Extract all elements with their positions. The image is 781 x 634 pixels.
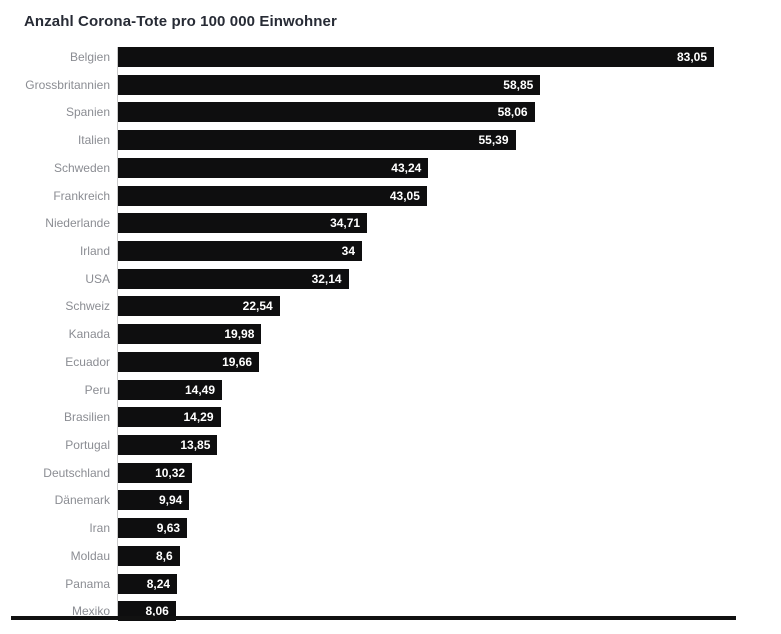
- bar-row: Peru 14,49: [0, 379, 781, 400]
- bar: 58,85: [118, 74, 541, 95]
- bar-row: Belgien 83,05: [0, 47, 781, 67]
- bar-value-label: 58,85: [503, 77, 534, 92]
- bar-value-label: 14,29: [183, 410, 214, 425]
- bar-value-label: 43,24: [391, 160, 422, 175]
- bar-value-label: 34: [341, 244, 355, 258]
- bar-row: Schweiz 22,54: [0, 296, 781, 317]
- y-axis-line: [117, 47, 118, 620]
- bar-value-label: 55,39: [478, 133, 509, 148]
- bar-value-label: 8,24: [146, 576, 171, 591]
- bar-value-label: 9,94: [158, 493, 183, 508]
- bar: 8,6: [118, 545, 180, 566]
- bar: 22,54: [118, 296, 280, 317]
- bar-row: Deutschland 10,32: [0, 462, 781, 483]
- bar: 83,05: [118, 47, 714, 67]
- bar-row: Spanien 58,06: [0, 102, 781, 123]
- category-label: Iran: [89, 521, 110, 536]
- category-label: Spanien: [65, 105, 110, 120]
- bar-value-label: 32,14: [311, 271, 342, 286]
- bar-value-label: 8,6: [156, 548, 173, 563]
- bar-row: Panama 8,24: [0, 573, 781, 594]
- bar-value-label: 22,54: [242, 299, 273, 314]
- category-label: Mexiko: [71, 604, 110, 619]
- bar: 55,39: [118, 130, 516, 151]
- bar-row: USA 32,14: [0, 268, 781, 289]
- bar-value-label: 43,05: [389, 188, 420, 203]
- bar-row: Iran 9,63: [0, 518, 781, 539]
- bar-value-label: 83,05: [676, 50, 707, 64]
- bar: 43,24: [118, 157, 429, 178]
- category-label: Panama: [65, 576, 110, 591]
- bar-value-label: 8,06: [145, 604, 169, 619]
- bar-value-label: 13,85: [180, 437, 211, 452]
- bar: 19,98: [118, 324, 262, 345]
- category-label: Moldau: [70, 548, 110, 563]
- category-label: Brasilien: [63, 410, 110, 425]
- bar: 8,24: [118, 573, 178, 594]
- bar: 14,29: [118, 407, 221, 428]
- bar-row: Irland 34: [0, 241, 781, 261]
- bar-value-label: 58,06: [497, 105, 528, 120]
- bar-value-label: 34,71: [330, 216, 361, 231]
- category-label: Schweiz: [65, 299, 110, 314]
- bar: 9,63: [118, 518, 188, 539]
- category-label: Deutschland: [43, 465, 110, 480]
- bar: 19,66: [118, 351, 260, 372]
- bar: 32,14: [118, 268, 349, 289]
- bar-row: Ecuador 19,66: [0, 351, 781, 372]
- category-label: Belgien: [69, 50, 110, 64]
- bar-row: Grossbritannien 58,85: [0, 74, 781, 95]
- bar-value-label: 14,49: [184, 382, 215, 397]
- bar-row: Schweden 43,24: [0, 157, 781, 178]
- category-label: Niederlande: [45, 216, 110, 231]
- category-label: Irland: [79, 244, 110, 258]
- bar: 58,06: [118, 102, 535, 123]
- category-label: Dänemark: [54, 493, 110, 508]
- category-label: Grossbritannien: [25, 77, 110, 92]
- bar-value-label: 19,66: [222, 354, 253, 369]
- bar-row: Kanada 19,98: [0, 324, 781, 345]
- category-label: Schweden: [53, 160, 110, 175]
- bar-value-label: 19,98: [224, 327, 255, 342]
- category-label: Kanada: [68, 327, 110, 342]
- bar-row: Niederlande 34,71: [0, 213, 781, 234]
- bar-row: Brasilien 14,29: [0, 407, 781, 428]
- bottom-divider-line: [11, 616, 736, 620]
- category-label: USA: [85, 271, 110, 286]
- bar: 10,32: [118, 462, 193, 483]
- bar: 43,05: [118, 185, 427, 206]
- bar: 14,49: [118, 379, 222, 400]
- category-label: Portugal: [65, 437, 110, 452]
- category-label: Italien: [77, 133, 110, 148]
- bar-row: Frankreich 43,05: [0, 185, 781, 206]
- bar-value-label: 10,32: [155, 465, 186, 480]
- category-label: Frankreich: [53, 188, 110, 203]
- bar-row: Moldau 8,6: [0, 545, 781, 566]
- bar: 9,94: [118, 490, 190, 511]
- bar: 34,71: [118, 213, 368, 234]
- bar-row: Portugal 13,85: [0, 434, 781, 455]
- bar-row: Dänemark 9,94: [0, 490, 781, 511]
- bar-value-label: 9,63: [156, 521, 181, 536]
- category-label: Peru: [84, 382, 110, 397]
- category-label: Ecuador: [65, 354, 110, 369]
- chart-title: Anzahl Corona-Tote pro 100 000 Einwohner: [24, 13, 337, 30]
- bar-row: Italien 55,39: [0, 130, 781, 151]
- bar: 13,85: [118, 434, 218, 455]
- bar: 34: [118, 241, 362, 261]
